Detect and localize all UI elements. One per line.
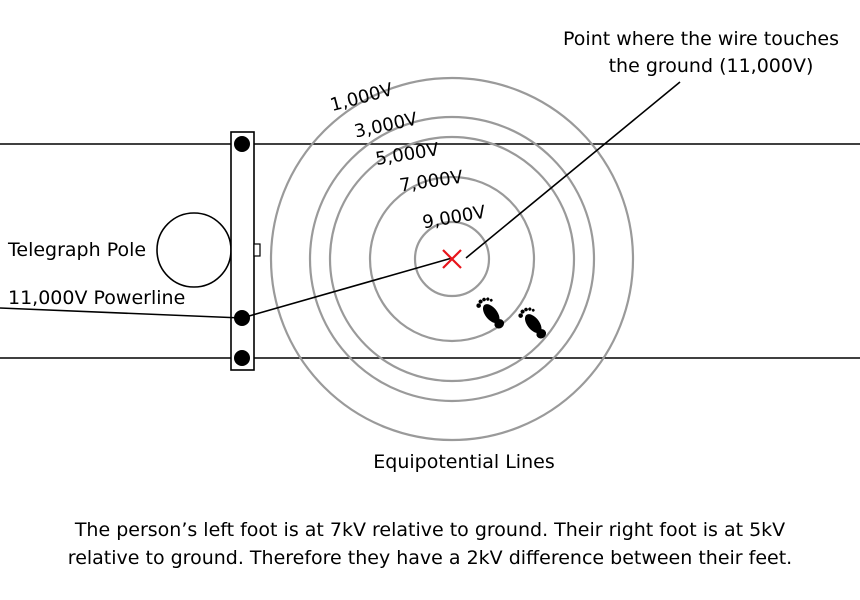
ring-voltage-label: 1,000V xyxy=(328,79,396,116)
ring-voltage-label: 9,000V xyxy=(421,202,488,234)
touch-point-label-line-1: Point where the wire touches xyxy=(563,28,839,50)
caption: The person’s left foot is at 7kV relativ… xyxy=(0,516,860,572)
equipotential-ring xyxy=(308,115,596,403)
powerline-label: 11,000V Powerline xyxy=(8,287,185,309)
equipotential-ring xyxy=(269,76,635,442)
powerline-incoming xyxy=(0,307,243,319)
telegraph-pole-circle xyxy=(156,212,232,288)
pole-label: Telegraph Pole xyxy=(7,239,146,261)
equipotential-ring xyxy=(328,135,576,383)
equipotential-rings xyxy=(269,76,635,442)
x-mark-icon xyxy=(442,249,462,269)
insulator-top xyxy=(234,136,250,152)
equipotential-ring xyxy=(413,220,491,298)
touch-point-leader xyxy=(465,81,681,259)
touch-point-label-line-2: the ground (11,000V) xyxy=(609,55,814,77)
pole-bracket xyxy=(253,243,261,257)
insulator-bottom xyxy=(234,350,250,366)
ring-voltage-label: 7,000V xyxy=(398,167,465,197)
fallen-wire xyxy=(241,257,453,319)
right-foot-icon xyxy=(518,307,547,339)
equipotential-label: Equipotential Lines xyxy=(373,451,554,473)
left-foot-icon xyxy=(476,297,505,329)
ring-voltage-label: 3,000V xyxy=(352,109,419,143)
cross-arm xyxy=(230,131,255,371)
caption-line-1: The person’s left foot is at 7kV relativ… xyxy=(74,519,786,541)
equipotential-ring xyxy=(368,175,536,343)
caption-line-2: relative to ground. Therefore they have … xyxy=(67,547,793,569)
